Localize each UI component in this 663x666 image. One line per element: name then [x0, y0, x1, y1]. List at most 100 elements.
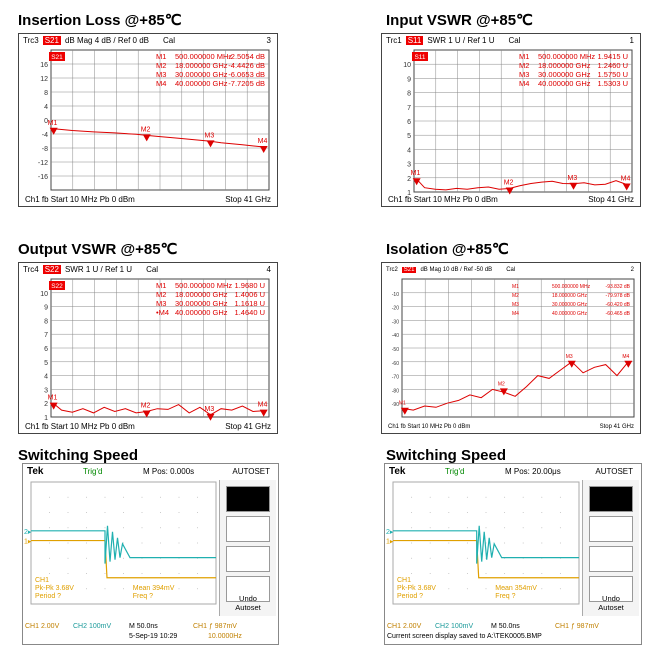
position-readout: M Pos: 20.00μs	[505, 467, 561, 476]
marker-triangle	[505, 187, 514, 195]
trace-label: Trc1	[386, 36, 402, 45]
marker-freq: 30.000000 GHz	[175, 70, 228, 79]
freq-value: 10.0000Hz	[208, 633, 242, 640]
autoset-option-button[interactable]	[589, 516, 633, 542]
output-vswr-title: Output VSWR @+85℃	[18, 241, 178, 258]
ch2-waveform	[393, 525, 579, 564]
timebase: M 50.0ns	[491, 623, 520, 630]
pkpk-readout: Pk-Pk 3.68V	[35, 585, 74, 592]
grid-dot	[67, 557, 69, 559]
autoset-option-button[interactable]	[226, 546, 270, 572]
marker-name: M1	[156, 52, 166, 61]
freq-readout: Freq ?	[133, 593, 153, 600]
grid-dot	[178, 588, 180, 590]
undo-autoset-label: Undo Autoset	[220, 594, 276, 612]
y-tick-label: 7	[407, 105, 411, 112]
y-tick-label: 0	[44, 118, 48, 125]
marker-triangle	[569, 182, 578, 190]
param-tag: S11	[405, 36, 424, 45]
grid-dot	[86, 542, 87, 544]
autoset-option-button[interactable]	[226, 576, 270, 602]
grid-dot	[49, 557, 50, 559]
autoset-undo-label[interactable]: Autoset	[598, 603, 624, 612]
period-readout: Period ?	[35, 593, 61, 600]
autoset-option-button[interactable]	[226, 486, 270, 512]
trace-number: 4	[266, 265, 271, 274]
timebase: M 50.0ns	[129, 623, 158, 630]
undo-label[interactable]: Undo	[602, 594, 620, 603]
y-tick-label: 9	[407, 76, 411, 83]
chart-footer: Ch1 fb Start 10 MHz Pb 0 dBm Stop 41 GHz	[19, 194, 277, 206]
grid-dot	[559, 573, 561, 574]
grid-dot	[197, 496, 198, 498]
marker-label: M3	[566, 354, 573, 360]
marker-triangle	[400, 407, 409, 415]
grid-dot	[429, 527, 431, 529]
grid-dot	[160, 542, 161, 544]
output-vswr-panel: Trc4 S22 SWR 1 U / Ref 1 U Cal 4 Ch1 fb Start…	[18, 262, 278, 434]
grid-dot	[429, 588, 431, 590]
undo-autoset-label: Undo Autoset	[583, 594, 639, 612]
marker-name: M1	[519, 52, 529, 61]
scope-bottom-bar: CH1 2.00V CH2 100mV M 50.0ns CH1 ƒ 987mV 5-S…	[23, 622, 278, 644]
grid-dot	[197, 542, 198, 544]
marker-freq: 500.000000 MHz	[175, 52, 232, 61]
grid-dot	[67, 512, 69, 513]
grid-dot	[67, 496, 69, 498]
marker-value: -60.420 dB	[606, 302, 631, 308]
autoset-undo-label[interactable]: Autoset	[235, 603, 261, 612]
grid-dot	[504, 512, 506, 513]
marker-triangle	[259, 145, 268, 153]
grid-dot	[541, 588, 543, 590]
marker-name: M2	[519, 61, 529, 70]
ref-tag	[49, 52, 65, 61]
grid-dot	[49, 542, 50, 544]
grid-dot	[141, 573, 143, 574]
marker-value: 1.2460 U	[598, 61, 628, 70]
ref-tag-label: S21	[51, 54, 63, 61]
marker-freq: 500.000000 MHz	[175, 281, 232, 290]
trace-number: 1	[629, 36, 634, 45]
marker-value: -93.832 dB	[606, 284, 631, 290]
ch2-level-marker: 2▸	[24, 529, 32, 536]
grid-dot	[541, 512, 543, 513]
grid-dot	[104, 512, 106, 513]
marker-value: -6.0653 dB	[228, 70, 265, 79]
grid-dot	[178, 527, 180, 529]
grid-dot	[541, 527, 543, 529]
marker-triangle	[142, 134, 151, 142]
marker-freq: 18.000000 GHz	[175, 61, 228, 70]
grid-dot	[141, 588, 143, 590]
autoset-option-button[interactable]	[226, 516, 270, 542]
scope-display-2: Tek Trig'd M Pos: 20.00μs AUTOSET 1▸ 2▸ CH1 Pk-…	[384, 463, 642, 645]
marker-freq: 30.000000 GHz	[552, 302, 588, 308]
marker-triangle	[206, 140, 215, 148]
grid-dot	[504, 588, 506, 590]
autoset-option-button[interactable]	[589, 546, 633, 572]
grid-dot	[448, 573, 450, 574]
footer-stop: Stop 41 GHz	[225, 195, 271, 204]
autoset-option-button[interactable]	[589, 576, 633, 602]
undo-label[interactable]: Undo	[239, 594, 257, 603]
marker-freq: 30.000000 GHz	[538, 70, 591, 79]
y-tick-label: 16	[40, 62, 48, 69]
chart-footer: Ch1 fb Start 10 MHz Pb 0 dBm Stop 41 GHz	[19, 421, 277, 433]
input-vswr-panel: Trc1 S11 SWR 1 U / Ref 1 U Cal 1 Ch1 fb Start…	[381, 33, 641, 207]
marker-label: M2	[504, 179, 514, 186]
position-readout: M Pos: 0.000s	[143, 467, 195, 476]
y-tick-label: 4	[44, 104, 48, 111]
y-tick-label: 9	[44, 305, 48, 312]
y-tick-label: -10	[392, 292, 399, 298]
grid-dot	[123, 512, 124, 513]
cal-label: Cal	[162, 36, 175, 45]
grid-dot	[49, 496, 50, 498]
grid-dot	[429, 496, 431, 498]
autoset-option-button[interactable]	[589, 486, 633, 512]
grid-dot	[86, 496, 87, 498]
marker-name: M1	[512, 284, 519, 290]
trigger-setting: CH1 ƒ 987mV	[193, 623, 237, 630]
grid-dot	[448, 542, 450, 544]
grid-dot	[86, 588, 87, 590]
marker-triangle	[142, 410, 151, 418]
grid-dot	[448, 527, 450, 529]
